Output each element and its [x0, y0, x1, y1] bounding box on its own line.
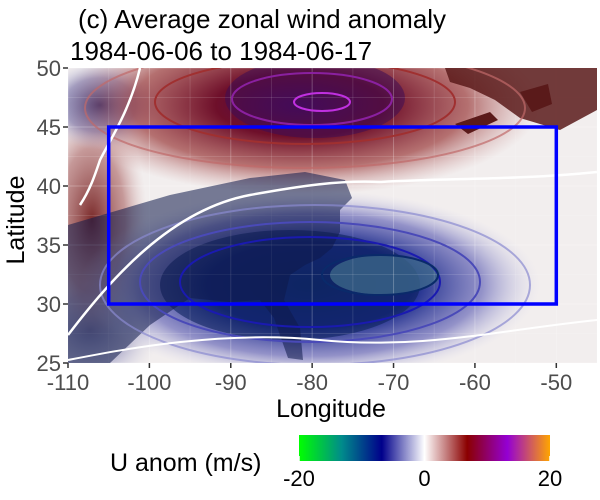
- y-tick-label: 35: [37, 233, 61, 258]
- analysis-box: [106, 125, 559, 306]
- legend: U anom (m/s) -20 0 20: [110, 435, 562, 491]
- contour-negative-mid: [139, 221, 481, 343]
- y-tick-label: 25: [37, 351, 61, 376]
- plot-panel: [68, 68, 597, 363]
- x-tick-label: -110: [47, 370, 89, 395]
- legend-title: U anom (m/s): [110, 449, 261, 477]
- contour-positive-outer: [84, 68, 526, 169]
- contour-negative-core: [321, 254, 439, 296]
- y-tick-label: 45: [37, 115, 61, 140]
- x-tick-label: -70: [378, 370, 410, 395]
- x-tick-label: -100: [127, 370, 171, 395]
- x-axis-title: Longitude: [276, 395, 386, 423]
- y-tick-label: 30: [37, 292, 61, 317]
- y-axis: 25 30 35 40 45 50: [37, 56, 68, 376]
- contour-zero-line: [68, 170, 597, 336]
- y-tick-label: 50: [37, 56, 61, 81]
- contour-negative-inner: [179, 236, 441, 328]
- contour-lines: [68, 68, 597, 363]
- x-axis: -110 -100 -90 -80 -70 -60 -50: [47, 363, 572, 395]
- canada-maritimes-land: [445, 68, 597, 130]
- legend-tick-label: -20: [283, 466, 315, 491]
- chart-title-line1: (c) Average zonal wind anomaly: [78, 4, 446, 34]
- legend-ticks: -20 0 20: [283, 456, 562, 491]
- legend-tick-label: 20: [538, 466, 562, 491]
- contour-positive-mid: [154, 68, 456, 145]
- contour-positive-inner: [231, 72, 393, 126]
- x-tick-label: -90: [215, 370, 247, 395]
- land-overlay: [68, 68, 597, 363]
- legend-tick-label: 0: [418, 466, 430, 491]
- newfoundland-land: [520, 84, 552, 112]
- chart-title-line2: 1984-06-06 to 1984-06-17: [70, 36, 372, 66]
- y-axis-title: Latitude: [2, 176, 30, 265]
- contour-zero-line-south: [68, 319, 597, 361]
- y-tick-label: 40: [37, 174, 61, 199]
- x-tick-label: -50: [540, 370, 572, 395]
- contour-positive-core: [293, 92, 351, 112]
- contour-zero-line-north: [78, 68, 142, 206]
- x-tick-label: -60: [459, 370, 491, 395]
- contour-negative-outer: [99, 204, 531, 363]
- southern-teal-core: [330, 255, 440, 295]
- x-tick-label: -80: [296, 370, 328, 395]
- east-coast-land: [68, 172, 352, 363]
